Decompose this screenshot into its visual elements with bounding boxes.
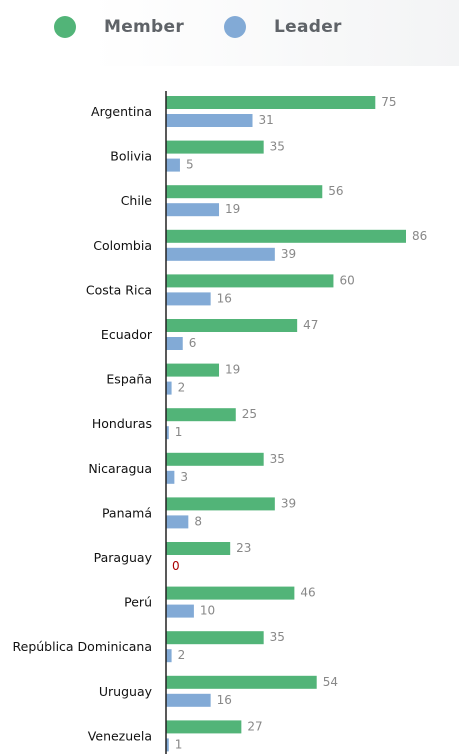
member-bar[interactable] [166,631,264,645]
category-label: República Dominicana [13,639,153,654]
legend-label-member: Member [104,17,185,37]
member-bar[interactable] [166,542,231,555]
leader-bar[interactable] [166,515,189,529]
legend: Member Leader [0,0,459,66]
value-label: 19 [225,363,240,377]
category-label: Argentina [91,104,152,119]
value-label: 39 [281,496,296,510]
category-label: Colombia [93,238,152,253]
value-label: 47 [303,318,318,332]
member-bar[interactable] [166,229,406,243]
member-bar[interactable] [166,720,242,734]
value-label: 25 [242,407,257,421]
leader-bar[interactable] [166,693,211,707]
leader-bar[interactable] [166,470,175,484]
member-bar[interactable] [166,586,295,600]
category-label: Honduras [92,416,152,431]
value-label: 56 [328,184,343,198]
value-label: 35 [270,452,285,466]
member-bar[interactable] [166,408,236,422]
member-bar[interactable] [166,274,334,288]
category-label: Venezuela [88,728,152,743]
value-label: 1 [175,737,183,751]
member-dot-icon [54,16,76,38]
member-bar[interactable] [166,140,264,154]
leader-dot-icon [224,16,246,38]
value-label: 75 [381,95,396,109]
category-label: Bolivia [110,149,152,164]
value-label: 10 [200,604,215,618]
member-bar[interactable] [166,96,376,109]
member-bar[interactable] [166,363,220,377]
category-label: Panamá [102,505,152,520]
member-bar[interactable] [166,319,298,332]
member-bar[interactable] [166,675,317,689]
value-label: 31 [259,113,274,127]
leader-bar[interactable] [166,604,194,618]
value-label: 46 [300,586,315,600]
leader-bar[interactable] [166,649,172,663]
category-label: Chile [121,193,153,208]
category-label: Perú [124,595,152,610]
category-label: Costa Rica [86,282,152,297]
leader-bar[interactable] [166,158,180,172]
leader-bar[interactable] [166,738,169,752]
value-label: 2 [178,648,186,662]
member-bar[interactable] [166,185,323,199]
value-label: 16 [217,291,232,305]
category-label: España [106,372,152,387]
leader-bar[interactable] [166,203,220,217]
value-label: 3 [180,470,188,484]
value-label: 5 [186,158,194,172]
legend-item-member[interactable]: Member [54,14,184,40]
value-label: 6 [189,336,197,350]
value-label: 39 [281,247,296,261]
category-label: Paraguay [94,550,153,565]
value-label: 1 [175,425,183,439]
legend-item-leader[interactable]: Leader [224,14,342,40]
value-label: 60 [339,273,354,287]
value-label: 54 [323,675,338,689]
category-label: Nicaragua [88,461,152,476]
value-label: 86 [412,229,427,243]
category-label: Uruguay [99,684,153,699]
value-label: 35 [270,140,285,154]
leader-bar[interactable] [166,292,211,306]
leader-bar[interactable] [166,247,275,261]
leader-bar[interactable] [166,337,183,350]
value-label: 8 [194,514,202,528]
value-label: 2 [178,381,186,395]
value-label: 16 [217,693,232,707]
category-label: Ecuador [101,327,153,342]
legend-label-leader: Leader [274,17,342,37]
leader-bar[interactable] [166,381,172,395]
leader-bar[interactable] [166,114,253,127]
value-label: 0 [172,559,180,573]
leader-bar[interactable] [166,426,169,440]
value-label: 35 [270,630,285,644]
value-label: 27 [247,719,262,733]
value-label: 23 [236,541,251,555]
member-bar[interactable] [166,497,275,511]
value-label: 19 [225,202,240,216]
member-bar[interactable] [166,452,264,466]
